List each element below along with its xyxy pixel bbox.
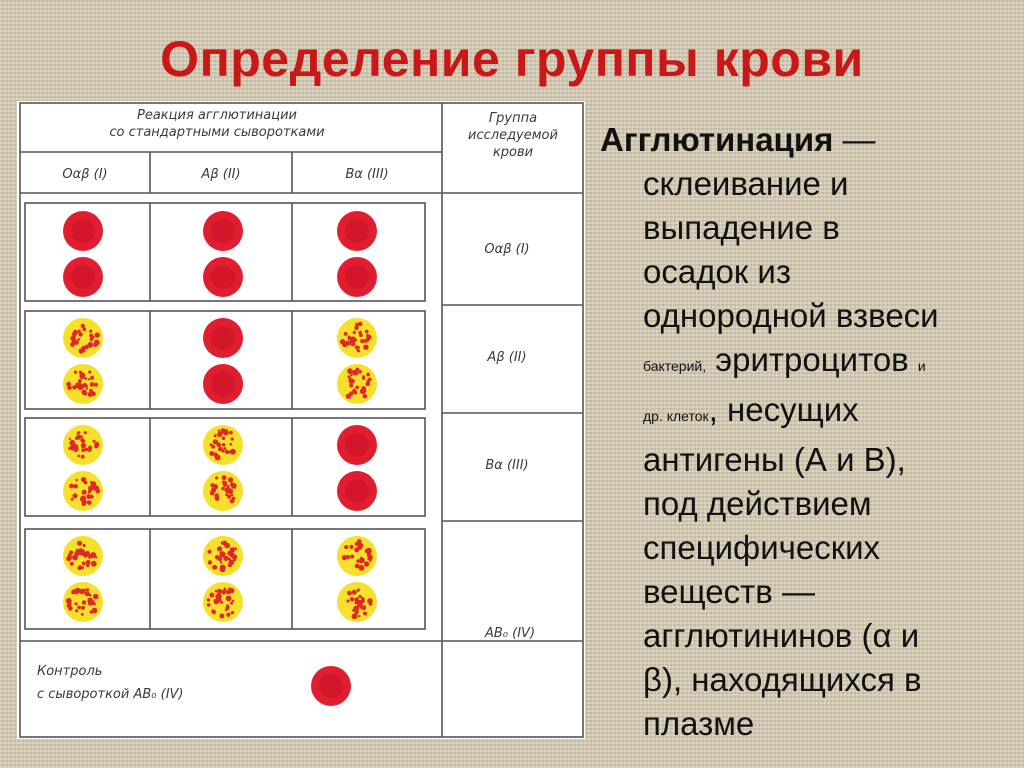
agglutinated-drop [337, 536, 377, 576]
agglutinated-drop [63, 536, 103, 576]
definition-line: агглютининов (α и [643, 617, 920, 654]
definition-line: под действием [643, 485, 872, 522]
red-blood-drop [63, 257, 103, 297]
group-label-1: Oαβ (I) [484, 242, 529, 257]
definition-line: эритроцитов [706, 341, 918, 378]
definition-line: , несущих [708, 391, 859, 428]
definition-line: выпадение в [643, 209, 840, 246]
red-blood-drop [203, 364, 243, 404]
serum-col-2: Aβ (II) [200, 167, 240, 182]
agglutinated-drop [203, 471, 243, 511]
control-label-line2: с сывороткой AB₀ (IV) [37, 687, 184, 702]
definition-line: веществ — [643, 573, 815, 610]
agglutinated-drop [337, 582, 377, 622]
control-label-line1: Контроль [37, 664, 102, 679]
definition-line: специфических [643, 529, 881, 566]
agglutinated-drop [337, 318, 377, 358]
serum-col-3: Bα (III) [345, 167, 388, 182]
agglutinated-drop [337, 364, 377, 404]
blood-group-chart: Реакция агглютинации со стандартными сыв… [17, 101, 585, 739]
red-blood-drop [203, 211, 243, 251]
agglutinated-drop [203, 536, 243, 576]
definition-line: плазме [643, 705, 755, 742]
definition-small: бактерий, [643, 358, 707, 374]
control-drop [311, 666, 351, 706]
definition-line: осадок из [643, 253, 791, 290]
agglutinated-drop [203, 582, 243, 622]
definition-dash: — [833, 121, 876, 158]
agglutinated-drop [63, 318, 103, 358]
red-blood-drop [337, 471, 377, 511]
definition-line: β), находящихся в [643, 661, 922, 698]
red-blood-drop [337, 211, 377, 251]
header-group-line3: крови [493, 145, 533, 160]
agglutinated-drop [63, 582, 103, 622]
group-label-4: AB₀ (IV) [484, 626, 535, 641]
red-blood-drop [337, 257, 377, 297]
definition-small: др. клеток [643, 408, 709, 424]
agglutinated-drop [203, 425, 243, 465]
header-group-line2: исследуемой [468, 128, 558, 143]
red-blood-drop [337, 425, 377, 465]
group-label-2: Aβ (II) [486, 350, 526, 365]
red-blood-drop [63, 211, 103, 251]
definition-small: и [917, 358, 926, 374]
definition-text: Агглютинация — склеивание и выпадение в … [600, 118, 1010, 746]
header-reaction-line1: Реакция агглютинации [137, 108, 297, 123]
cells-layer [63, 211, 377, 706]
slide-title: Определение группы крови [160, 31, 864, 87]
agglutinated-drop [63, 425, 103, 465]
red-blood-drop [203, 257, 243, 297]
agglutinated-drop [63, 364, 103, 404]
header-reaction-line2: со стандартными сыворотками [109, 125, 324, 140]
definition-line: однородной взвеси [643, 297, 939, 334]
group-label-3: Bα (III) [485, 458, 528, 473]
definition-term: Агглютинация [600, 121, 834, 158]
red-blood-drop [203, 318, 243, 358]
definition-line: антигены (А и В), [643, 441, 906, 478]
agglutinated-drop [63, 471, 103, 511]
definition-line: склеивание и [643, 165, 849, 202]
header-group-line1: Группа [489, 111, 537, 126]
serum-col-1: Oαβ (I) [62, 167, 107, 182]
